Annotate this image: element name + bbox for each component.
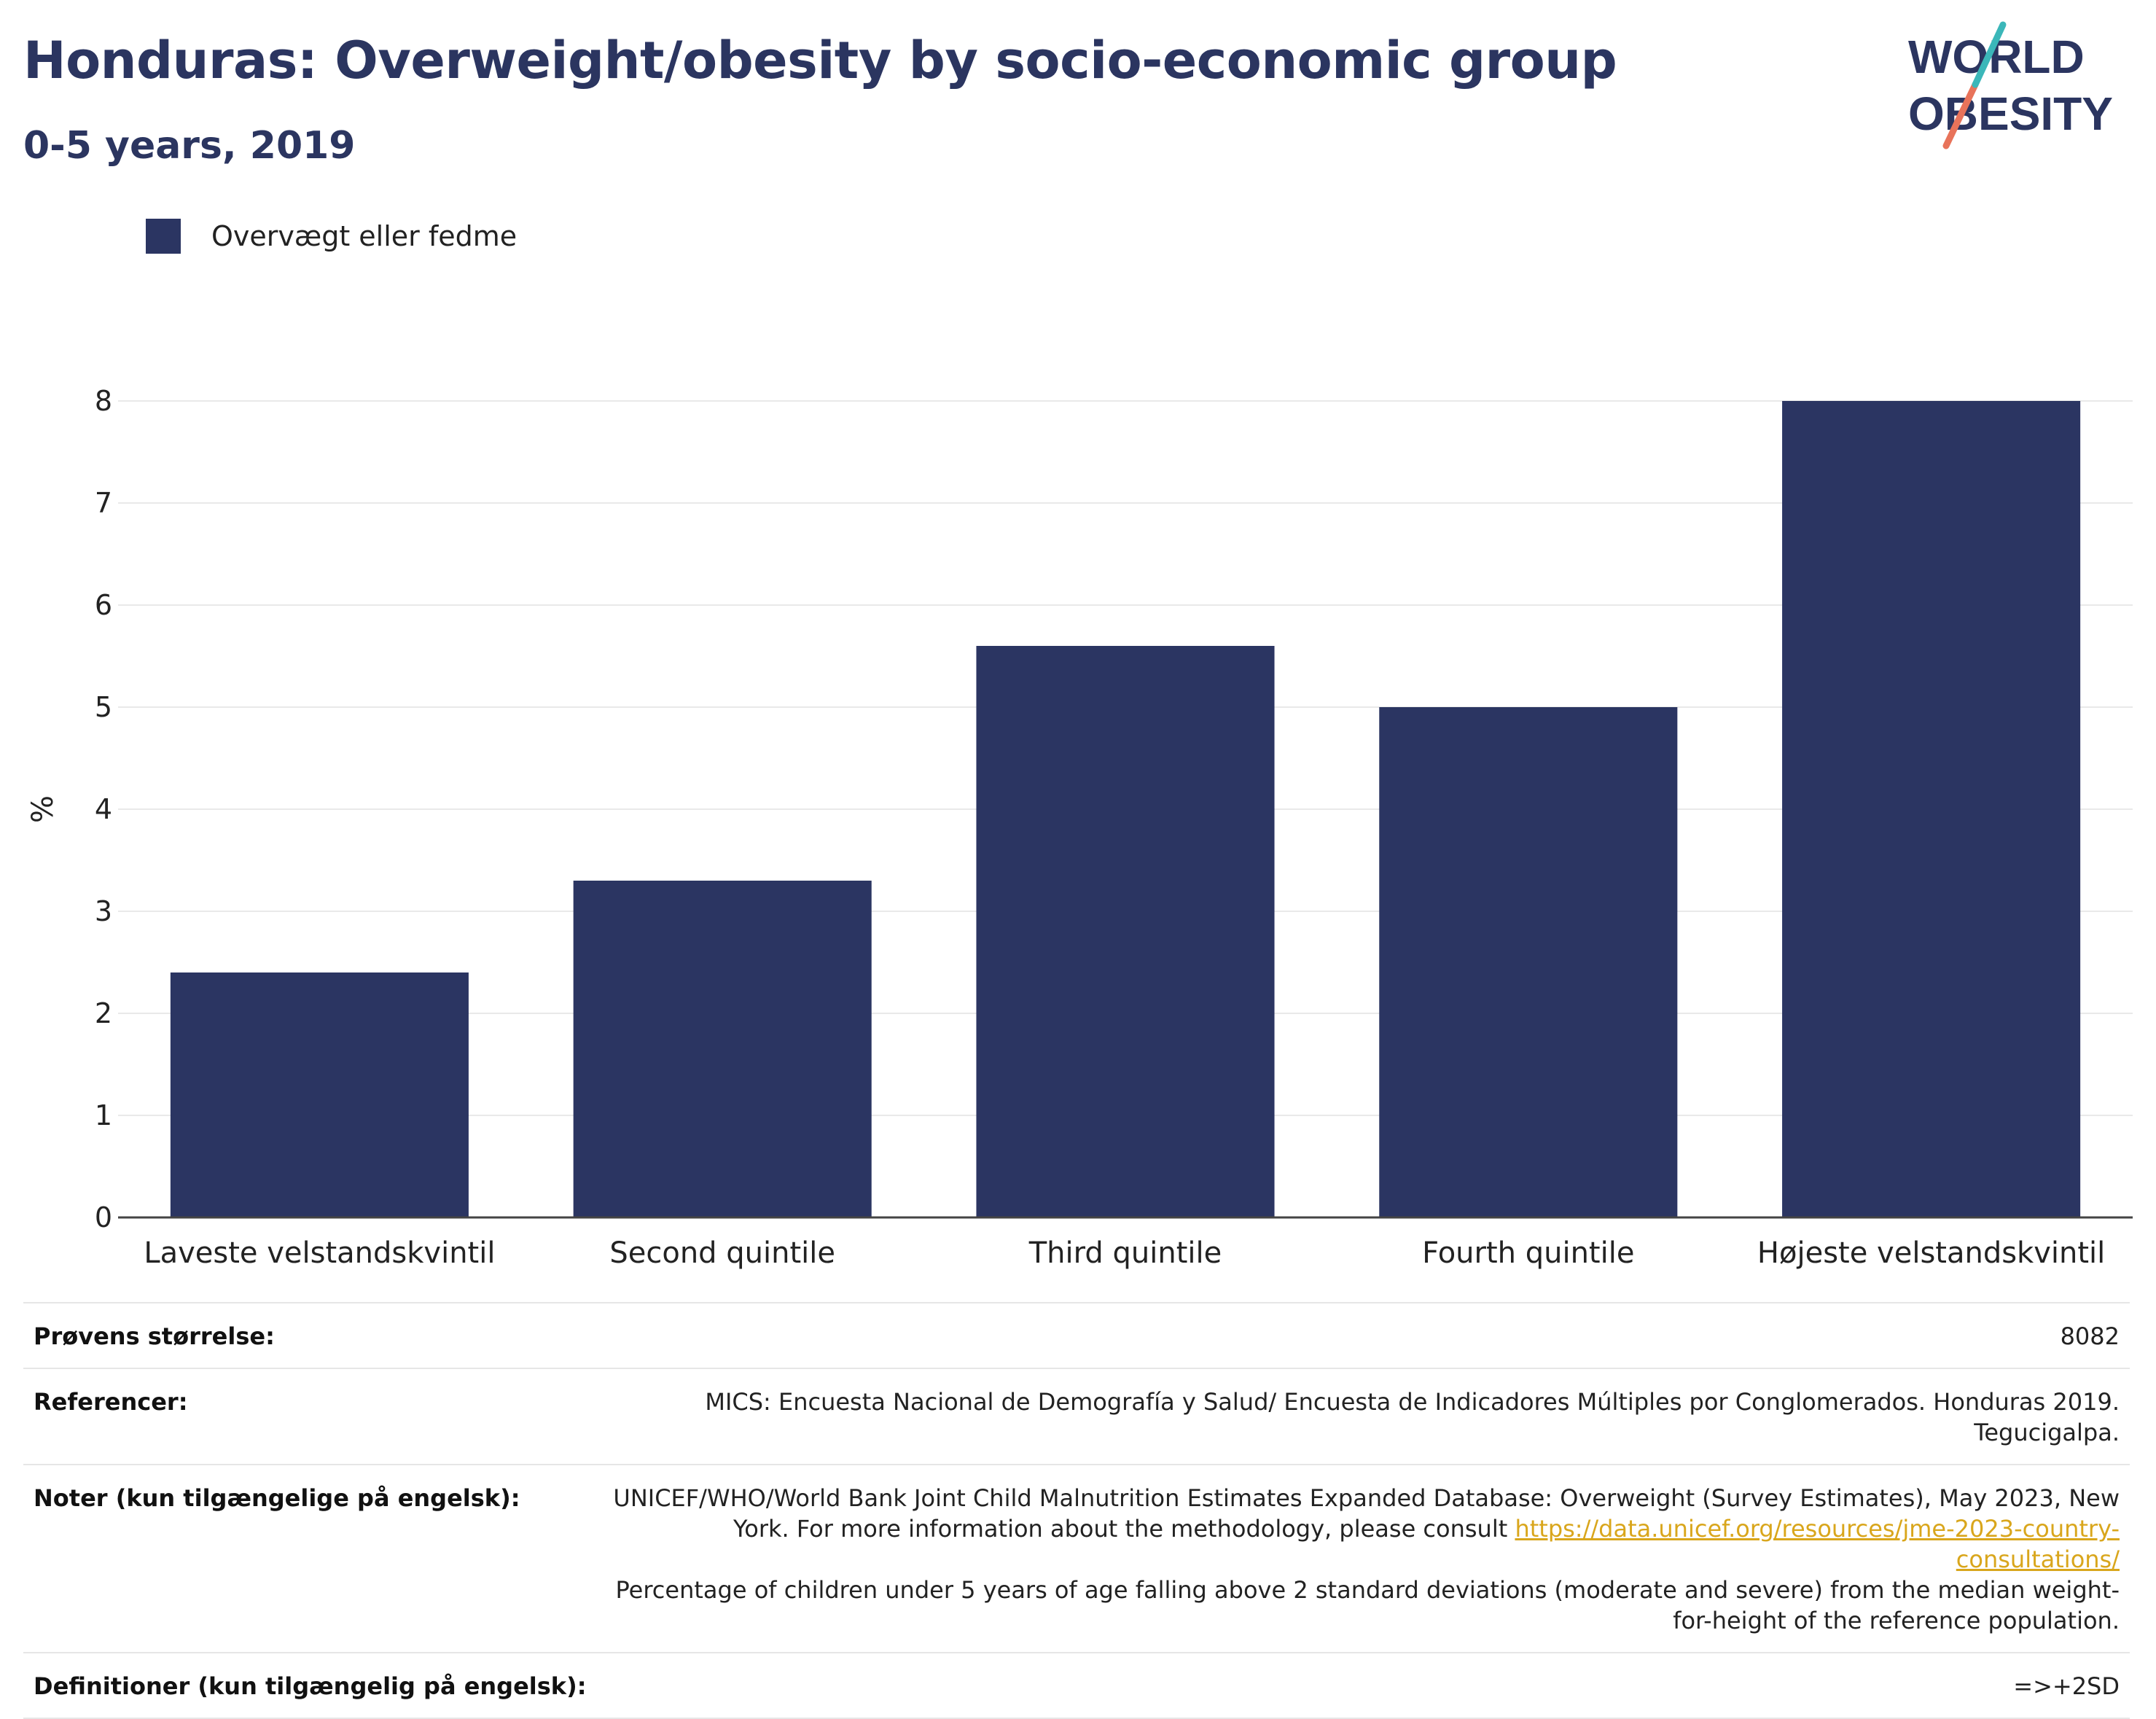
bar xyxy=(170,972,469,1217)
sample-size-value: 8082 xyxy=(2060,1322,2120,1350)
y-tick-label: 6 xyxy=(95,589,112,621)
y-tick-label: 8 xyxy=(95,385,112,417)
y-tick-label: 4 xyxy=(95,793,112,825)
meta-row-notes: Noter (kun tilgængelige på engelsk): UNI… xyxy=(23,1464,2130,1652)
definitions-label: Definitioner (kun tilgængelig på engelsk… xyxy=(34,1672,587,1700)
x-tick-label: Third quintile xyxy=(1028,1236,1222,1270)
x-tick-label: Second quintile xyxy=(609,1236,835,1270)
meta-row-references: Referencer: MICS: Encuesta Nacional de D… xyxy=(23,1368,2130,1464)
logo-slash-coral xyxy=(1942,81,1979,149)
x-tick-label: Højeste velstandskvintil xyxy=(1757,1236,2105,1270)
legend-label: Overvægt eller fedme xyxy=(211,220,517,252)
definitions-value: =>+2SD xyxy=(2013,1672,2120,1700)
chart-legend: Overvægt eller fedme xyxy=(146,219,517,254)
notes-value: UNICEF/WHO/World Bank Joint Child Malnut… xyxy=(604,1483,2120,1636)
notes-link[interactable]: https://data.unicef.org/resources/jme-20… xyxy=(1515,1515,2120,1573)
chart-subtitle: 0-5 years, 2019 xyxy=(23,124,356,168)
bar xyxy=(573,881,872,1217)
bar-chart: 0 1 2 3 4 5 6 7 8% Laveste velstandskvintil Second… xyxy=(26,385,2133,1270)
y-tick-label: 1 xyxy=(95,1099,112,1131)
y-tick-label: 0 xyxy=(95,1201,112,1233)
references-value: MICS: Encuesta Nacional de Demografía y … xyxy=(705,1388,2120,1446)
y-tick-label: 5 xyxy=(95,691,112,723)
notes-label: Noter (kun tilgængelige på engelsk): xyxy=(34,1484,520,1512)
x-tick-label: Fourth quintile xyxy=(1422,1236,1634,1270)
legend-swatch xyxy=(146,219,181,254)
y-tick-label: 3 xyxy=(95,895,112,927)
meta-row-definitions: Definitioner (kun tilgængelig på engelsk… xyxy=(23,1652,2130,1719)
chart-title: Honduras: Overweight/obesity by socio-ec… xyxy=(23,31,1617,90)
logo-slash-teal xyxy=(1972,21,2007,88)
x-tick-label: Laveste velstandskvintil xyxy=(144,1236,495,1270)
metadata-table: Prøvens størrelse: 8082 Referencer: MICS… xyxy=(23,1302,2130,1719)
y-tick-label: 2 xyxy=(95,997,112,1029)
bar xyxy=(1379,707,1678,1217)
bar xyxy=(976,646,1275,1217)
y-tick-label: 7 xyxy=(95,487,112,519)
references-label: Referencer: xyxy=(34,1388,188,1416)
world-obesity-logo: WORLD OBESITY xyxy=(1908,21,2113,149)
notes-text-1: UNICEF/WHO/World Bank Joint Child Malnut… xyxy=(613,1484,2120,1543)
sample-size-label: Prøvens størrelse: xyxy=(34,1322,275,1350)
y-axis-label: % xyxy=(26,795,60,823)
logo-line-2: OBESITY xyxy=(1908,87,2113,140)
bar xyxy=(1782,401,2081,1217)
notes-text-2: Percentage of children under 5 years of … xyxy=(615,1576,2120,1634)
meta-row-sample: Prøvens størrelse: 8082 xyxy=(23,1302,2130,1368)
